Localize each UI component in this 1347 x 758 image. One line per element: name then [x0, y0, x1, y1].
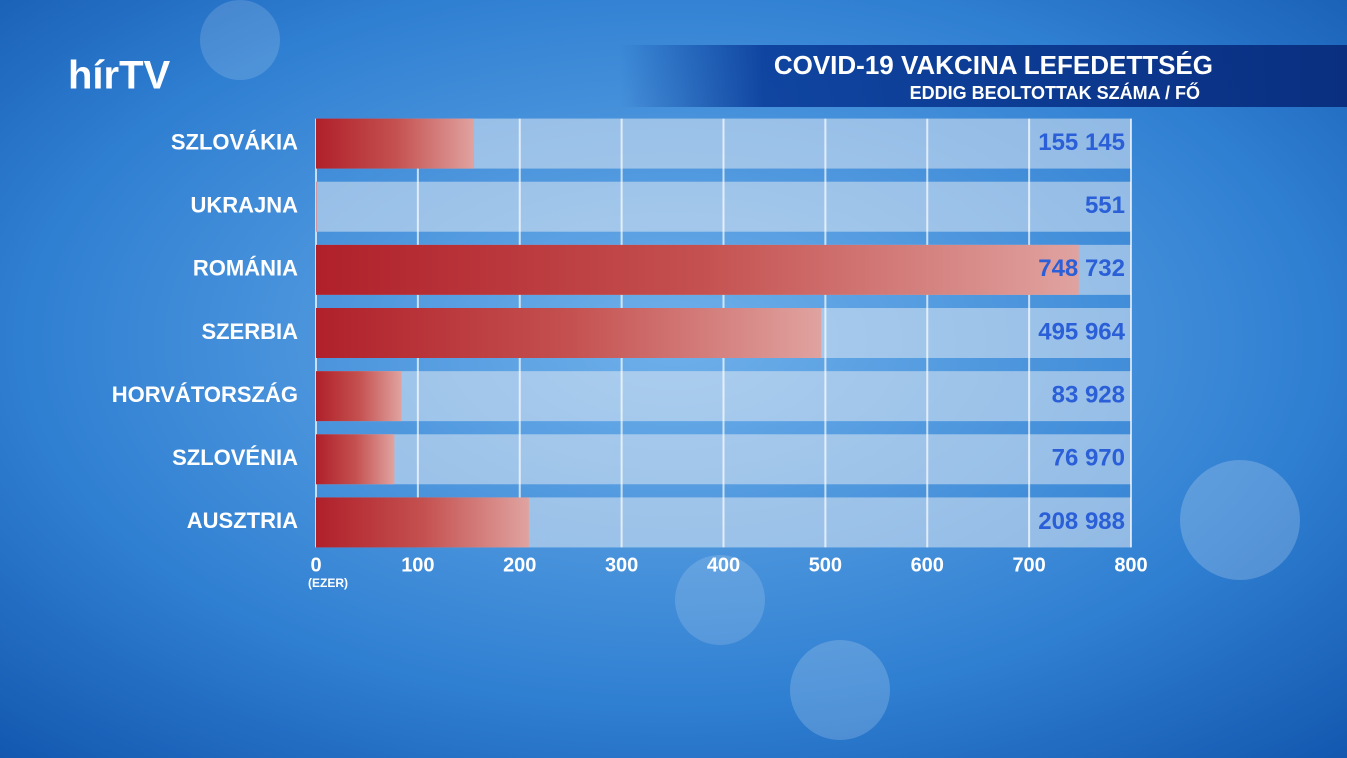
bar	[316, 497, 529, 548]
bar	[316, 371, 402, 422]
x-tick-label: 600	[911, 554, 944, 576]
bokeh	[790, 640, 890, 740]
x-unit-label: (EZER)	[308, 576, 348, 590]
bar	[316, 118, 475, 169]
x-tick-label: 400	[707, 554, 740, 576]
x-tick-label: 100	[401, 554, 434, 576]
category-label: HORVÁTORSZÁG	[112, 382, 298, 407]
value-label: 208 988	[1038, 508, 1125, 535]
chart-title: COVID-19 VAKCINA LEFEDETTSÉG	[774, 50, 1213, 80]
value-label: 76 970	[1052, 445, 1125, 472]
value-label: 155 145	[1038, 129, 1125, 156]
bokeh	[1180, 460, 1300, 580]
value-label: 748 732	[1038, 255, 1125, 282]
category-label: SZLOVÁKIA	[171, 129, 298, 154]
chart-subtitle: EDDIG BEOLTOTTAK SZÁMA / FŐ	[910, 82, 1200, 103]
value-label: 495 964	[1038, 318, 1125, 345]
bar	[316, 434, 395, 485]
x-tick-label: 200	[503, 554, 536, 576]
bokeh	[200, 0, 280, 80]
category-label: ROMÁNIA	[193, 256, 298, 281]
bar	[316, 181, 317, 232]
category-label: AUSZTRIA	[187, 508, 298, 533]
x-tick-label: 700	[1012, 554, 1045, 576]
bar	[316, 308, 822, 358]
logo: hírTV	[68, 54, 171, 98]
x-tick-label: 500	[809, 554, 842, 576]
category-label: SZLOVÉNIA	[172, 445, 298, 470]
value-label: 83 928	[1052, 381, 1125, 408]
bar	[316, 244, 1079, 295]
bokeh	[675, 555, 765, 645]
x-tick-label: 0	[310, 554, 321, 576]
category-label: SZERBIA	[201, 319, 298, 344]
category-label: UKRAJNA	[190, 193, 298, 218]
value-label: 551	[1085, 192, 1125, 219]
title-banner	[620, 45, 1347, 107]
x-tick-label: 800	[1114, 554, 1147, 576]
x-tick-label: 300	[605, 554, 638, 576]
